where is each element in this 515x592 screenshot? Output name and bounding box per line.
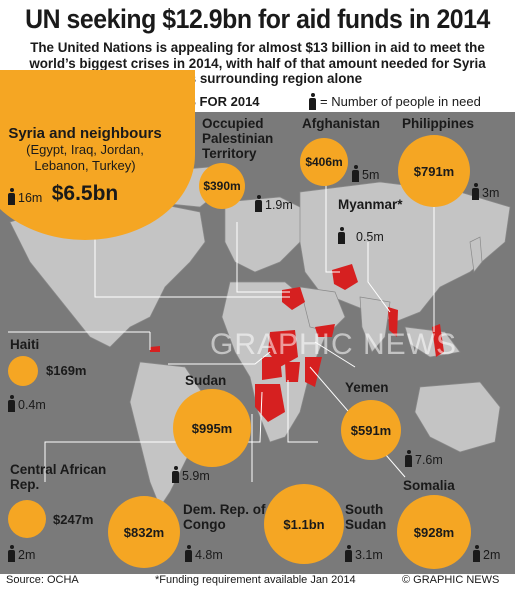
palestine-label: Occupied Palestinian Territory [202,116,274,161]
south-sudan-amount: $1.1bn [283,516,325,532]
haiti-people-value: 0.4m [18,398,46,412]
haiti-people: 0.4m [8,395,46,412]
palestine-people: 1.9m [255,195,293,212]
syria-bubble: Syria and neighbours (Egypt, Iraq, Jorda… [0,70,195,240]
copyright: © GRAPHIC NEWS [402,574,500,586]
palestine-bubble: $390m [199,163,245,209]
south-sudan-people-value: 3.1m [355,548,383,562]
somalia-bubble: $928m [397,495,471,569]
philippines-people: 3m [472,183,499,200]
somalia-amount: $928m [413,524,455,540]
yemen-label: Yemen [345,380,389,395]
person-icon [405,450,412,467]
philippines-people-value: 3m [482,186,500,200]
yemen-amount: $591m [350,422,392,438]
car-people: 2m [8,545,35,562]
palestine-people-value: 1.9m [265,198,293,212]
drc-people: 4.8m [185,545,223,562]
afghanistan-bubble: $406m [300,138,348,186]
footnote: *Funding requirement available Jan 2014 [155,574,356,586]
sudan-amount: $995m [191,420,233,436]
person-icon [8,545,15,562]
yemen-people-value: 7.6m [415,453,443,467]
haiti-label: Haiti [10,337,40,352]
person-icon [309,93,316,110]
haiti-bubble [8,356,38,386]
person-icon [185,545,192,562]
car-people-value: 2m [18,548,36,562]
person-icon [255,195,262,212]
sudan-label: Sudan [185,373,227,388]
person-icon [338,227,345,244]
philippines-label: Philippines [402,116,475,131]
person-icon [473,545,480,562]
syria-sub: (Egypt, Iraq, Jordan, Lebanon, Turkey) [26,141,144,173]
south-sudan-people: 3.1m [345,545,383,562]
drc-label: Dem. Rep. of Congo [183,502,266,532]
philippines-bubble: $791m [398,135,470,207]
haiti-amount: $169m [46,363,87,378]
person-icon [172,466,179,483]
person-icon [345,545,352,562]
myanmar-people-value: 0.5m [356,230,384,244]
car-bubble [8,500,46,538]
person-icon [352,165,359,182]
drc-bubble: $832m [108,496,180,568]
afghanistan-people: 5m [352,165,379,182]
syria-people: 16m [8,188,42,205]
somalia-people-value: 2m [483,548,501,562]
sudan-bubble: $995m [173,389,251,467]
yemen-bubble: $591m [341,400,401,460]
syria-name: Syria and neighbours [8,124,162,142]
drc-amount: $832m [123,524,165,540]
south-sudan-bubble: $1.1bn [264,484,344,564]
philippines-amount: $791m [413,163,455,179]
myanmar-people: 0.5m [338,227,384,244]
myanmar-label: Myanmar* [338,197,403,212]
syria-amount: $6.5bn [51,181,119,205]
sudan-people: 5.9m [172,466,210,483]
afghanistan-people-value: 5m [362,168,380,182]
sudan-people-value: 5.9m [182,469,210,483]
south-sudan-label: South Sudan [345,502,387,532]
person-icon [8,188,15,205]
legend-label: = Number of people in need [320,94,481,109]
legend: = Number of people in need [309,93,481,110]
somalia-people: 2m [473,545,500,562]
watermark: GRAPHIC NEWS [210,328,458,361]
afghanistan-label: Afghanistan [302,116,381,131]
drc-people-value: 4.8m [195,548,223,562]
somalia-label: Somalia [403,478,455,493]
person-icon [472,183,479,200]
headline: UN seeking $12.9bn for aid funds in 2014 [25,4,490,34]
syria-people-value: 16m [18,191,43,205]
afghanistan-amount: $406m [305,155,343,169]
person-icon [8,395,15,412]
car-amount: $247m [53,512,94,527]
palestine-amount: $390m [203,179,241,193]
yemen-people: 7.6m [405,450,443,467]
intro-text: The United Nations is appealing for almo… [29,40,486,86]
source-credit: Source: OCHA [6,574,79,586]
car-label: Central African Rep. [10,462,107,492]
